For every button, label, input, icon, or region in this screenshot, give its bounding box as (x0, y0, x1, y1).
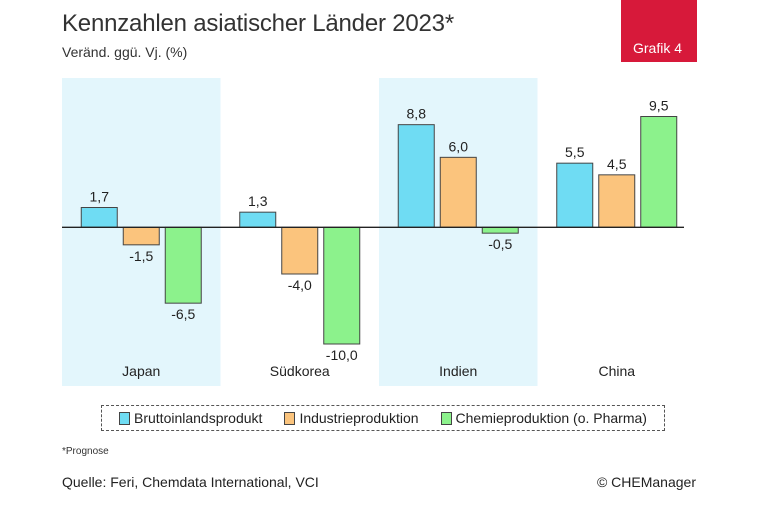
legend-item-gdp: Bruttoinlandsprodukt (119, 410, 262, 426)
data-label-japan-series-3: -6,5 (171, 306, 195, 322)
data-label-südkorea-series-2: -4,0 (288, 277, 312, 293)
page-title: Kennzahlen asiatischer Länder 2023* (62, 10, 454, 37)
bar-indien-series-3 (481, 226, 519, 234)
bar-südkorea-series-2 (281, 226, 319, 275)
legend-swatch-chemicals (440, 411, 452, 425)
bar-indien-series-2 (439, 156, 477, 228)
data-label-china-series-3: 9,5 (649, 98, 669, 114)
bar-südkorea-series-1 (239, 211, 277, 228)
legend-label-chemicals: Chemieproduktion (o. Pharma) (455, 410, 647, 426)
bar-japan-series-2 (122, 226, 160, 246)
data-label-japan-series-1: 1,7 (90, 189, 110, 205)
category-label-südkorea: Südkorea (270, 363, 330, 379)
legend-item-industry: Industrieproduktion (284, 410, 419, 426)
copyright-note: © CHEManager (596, 474, 696, 490)
category-label-china: China (598, 363, 635, 379)
data-label-südkorea-series-1: 1,3 (248, 193, 268, 209)
footnote: *Prognose (62, 446, 109, 457)
legend-label-gdp: Bruttoinlandsprodukt (134, 410, 263, 426)
bar-china-series-2 (598, 174, 636, 228)
data-label-indien-series-1: 8,8 (407, 106, 427, 122)
bar-china-series-3 (640, 116, 678, 228)
data-label-südkorea-series-3: -10,0 (326, 347, 358, 363)
bar-südkorea-series-3 (323, 226, 361, 345)
legend-item-chemicals: Chemieproduktion (o. Pharma) (440, 410, 647, 426)
legend-swatch-gdp (119, 411, 130, 425)
data-label-indien-series-3: -0,5 (488, 236, 512, 252)
data-label-indien-series-2: 6,0 (449, 138, 469, 154)
category-label-indien: Indien (439, 363, 477, 379)
legend-label-industry: Industrieproduktion (299, 410, 419, 426)
source-note: Quelle: Feri, Chemdata International, VC… (62, 474, 319, 490)
data-label-china-series-2: 4,5 (607, 156, 627, 172)
chart-legend: Bruttoinlandsprodukt Industrieproduktion… (101, 405, 665, 431)
bar-indien-series-1 (397, 124, 435, 228)
bar-japan-series-3 (164, 226, 202, 304)
figure-badge: Grafik 4 (621, 0, 697, 62)
chart-subtitle: Veränd. ggü. Vj. (%) (62, 44, 188, 60)
data-label-china-series-1: 5,5 (565, 144, 585, 160)
category-label-japan: Japan (122, 363, 160, 379)
bar-japan-series-1 (80, 207, 118, 228)
data-label-japan-series-2: -1,5 (129, 248, 153, 264)
bar-china-series-1 (556, 162, 594, 228)
legend-swatch-industry (284, 411, 296, 425)
